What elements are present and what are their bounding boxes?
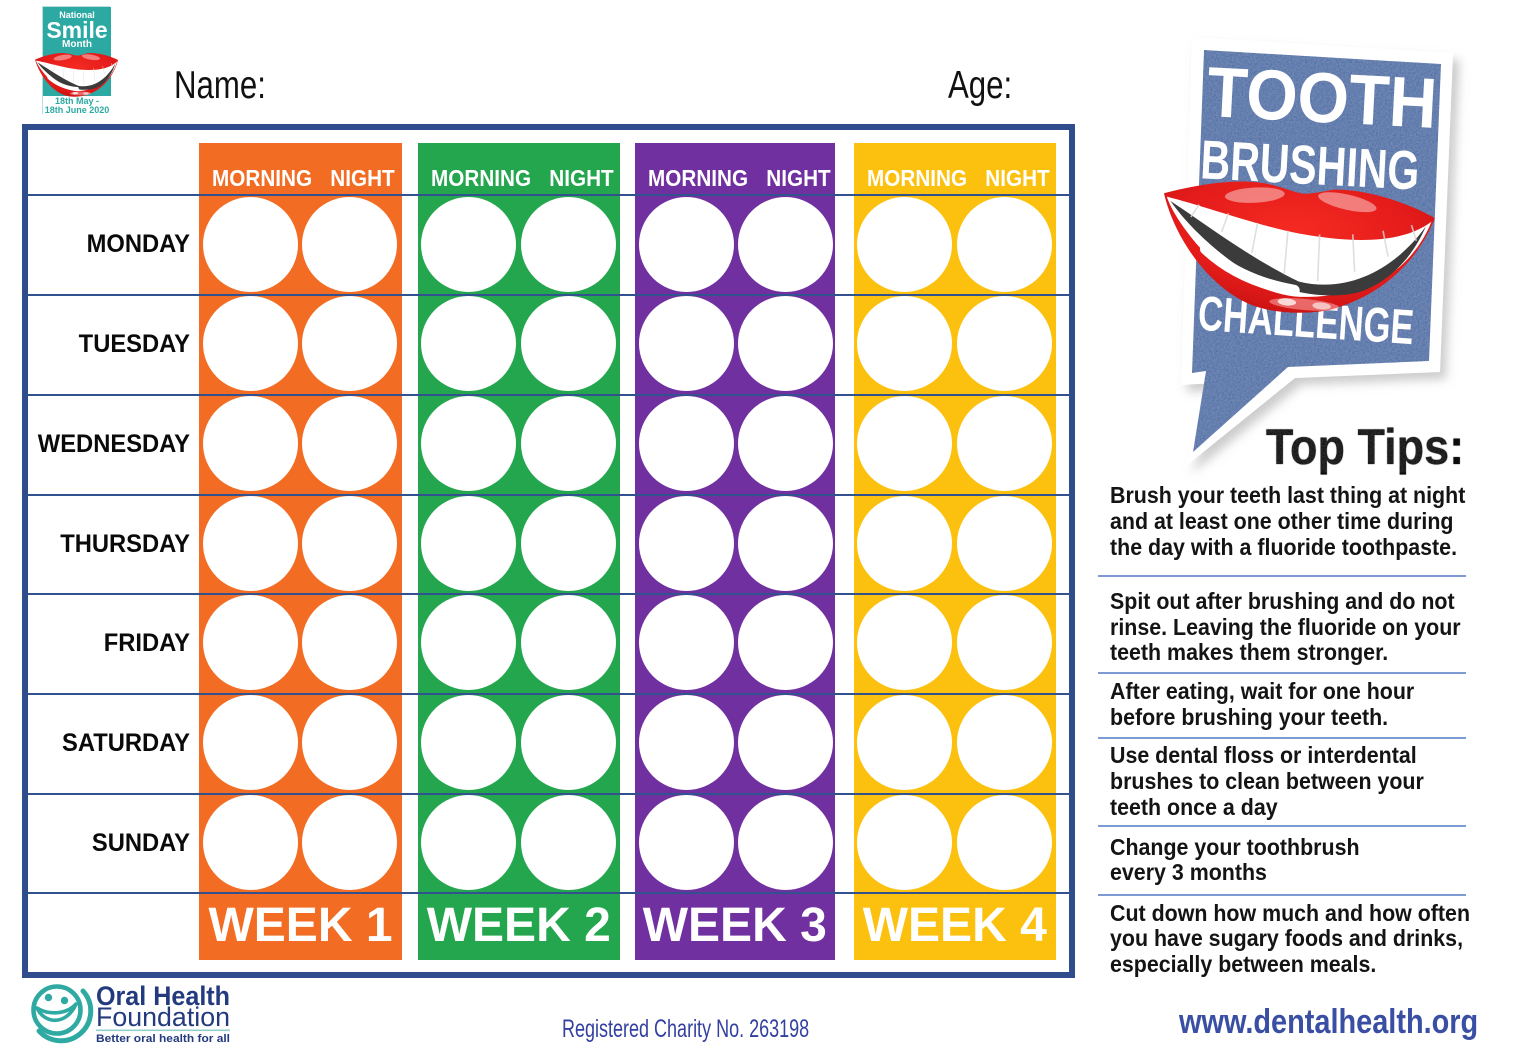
svg-text:Better oral health for all: Better oral health for all [96,1033,230,1045]
svg-text:TOOTH: TOOTH [1205,53,1439,144]
svg-text:Oral Health: Oral Health [96,981,230,1011]
svg-text:Foundation: Foundation [96,1002,230,1032]
